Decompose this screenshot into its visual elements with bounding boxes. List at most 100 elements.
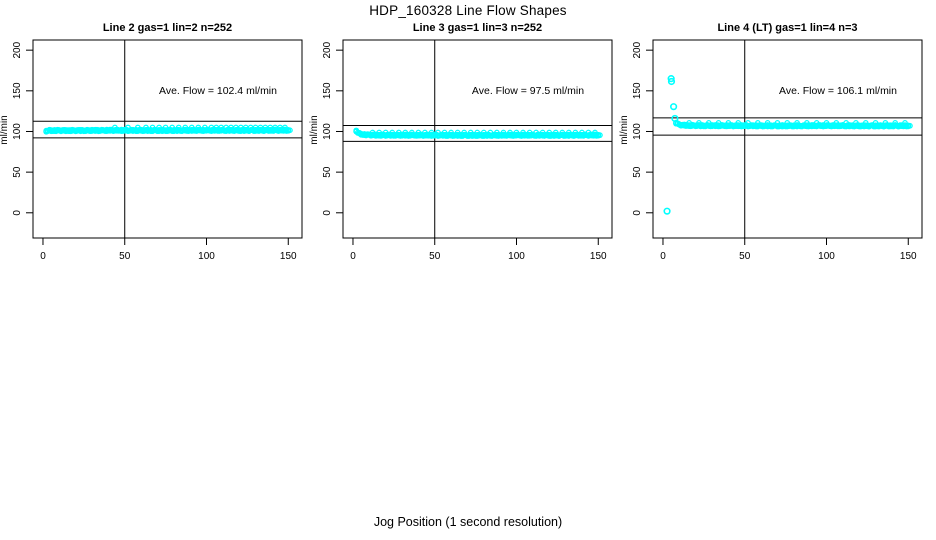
average-flow-annotation: Ave. Flow = 97.5 ml/min — [472, 85, 584, 97]
y-axis-label: ml/min — [619, 115, 630, 144]
data-point — [143, 124, 149, 131]
data-point — [135, 124, 141, 131]
y-tick-label: 0 — [322, 210, 333, 216]
x-tick-label: 100 — [818, 251, 835, 262]
panel-title: Line 4 (LT) gas=1 lin=4 n=3 — [717, 22, 857, 34]
data-point — [813, 120, 820, 126]
data-point — [755, 120, 761, 126]
data-point — [833, 120, 840, 126]
y-tick-label: 100 — [12, 123, 23, 140]
outlier-point — [670, 103, 678, 111]
y-tick-label: 0 — [632, 210, 643, 216]
y-tick-label: 200 — [632, 41, 643, 58]
average-flow-annotation: Ave. Flow = 106.1 ml/min — [779, 85, 897, 97]
data-point — [804, 120, 810, 126]
data-point — [902, 120, 908, 126]
x-tick-label: 100 — [198, 251, 215, 262]
panel-title: Line 2 gas=1 lin=2 n=252 — [103, 22, 232, 34]
data-point — [454, 129, 461, 136]
data-point — [546, 129, 553, 136]
data-point — [585, 129, 592, 136]
data-point — [507, 129, 513, 136]
data-point — [735, 120, 741, 126]
y-tick-label: 100 — [322, 123, 333, 140]
data-point — [480, 129, 487, 136]
x-tick-label: 50 — [119, 251, 131, 262]
y-tick-label: 150 — [12, 82, 23, 99]
data-point — [686, 120, 692, 126]
data-point — [559, 129, 566, 136]
x-tick-label: 0 — [40, 251, 46, 262]
y-tick-label: 150 — [322, 82, 333, 99]
data-point — [441, 129, 448, 136]
data-point — [892, 120, 898, 126]
data-point — [435, 129, 441, 136]
y-axis-label: ml/min — [0, 115, 10, 144]
y-tick-label: 0 — [12, 210, 23, 216]
y-tick-label: 50 — [12, 166, 23, 178]
data-point — [175, 124, 182, 131]
data-point — [725, 120, 732, 126]
data-point — [552, 129, 559, 136]
data-point — [149, 124, 156, 131]
x-tick-label: 150 — [900, 251, 917, 262]
data-point — [572, 129, 579, 136]
shared-x-axis-label: Jog Position (1 second resolution) — [373, 515, 563, 529]
data-point — [428, 129, 435, 136]
data-point — [526, 129, 533, 136]
data-point — [395, 129, 402, 136]
data-point — [156, 124, 162, 131]
data-point — [596, 132, 603, 139]
outlier-point — [663, 207, 671, 215]
data-point — [125, 124, 131, 131]
data-point — [169, 124, 175, 131]
data-point — [415, 129, 422, 136]
data-point — [715, 120, 722, 126]
data-point — [513, 129, 520, 136]
data-point — [382, 129, 389, 136]
data-point — [784, 120, 791, 126]
data-point — [862, 120, 869, 126]
data-point — [906, 122, 913, 129]
data-point — [369, 129, 376, 136]
outlier-point — [667, 77, 676, 86]
x-tick-label: 50 — [429, 251, 441, 262]
data-point — [764, 120, 771, 126]
data-point — [195, 124, 202, 131]
line-flow-plots-canvas: Line 2 gas=1 lin=2 n=252 0 50 100 150 0 50 100 1… — [0, 22, 923, 262]
data-point — [409, 129, 415, 136]
data-point — [422, 129, 428, 136]
data-point — [592, 129, 598, 136]
data-point — [882, 120, 889, 126]
data-point — [474, 129, 481, 136]
y-axis-label: ml/min — [309, 115, 320, 144]
data-point — [539, 129, 546, 136]
data-point — [188, 124, 195, 131]
data-point — [696, 120, 702, 126]
data-point — [162, 124, 169, 131]
y-tick-label: 200 — [322, 41, 333, 58]
y-tick-label: 200 — [12, 41, 23, 58]
y-tick-label: 50 — [632, 166, 643, 178]
data-point — [520, 129, 526, 136]
data-point — [853, 120, 859, 126]
data-point — [402, 129, 409, 136]
plot-box — [652, 39, 923, 239]
panel-title: Line 3 gas=1 lin=3 n=252 — [413, 22, 542, 34]
data-point — [774, 120, 781, 126]
figure-title: HDP_160328 Line Flow Shapes — [369, 3, 567, 18]
x-tick-label: 100 — [508, 251, 525, 262]
plot-box — [32, 39, 303, 239]
data-point — [182, 124, 189, 131]
data-point — [745, 120, 751, 126]
data-point — [467, 129, 474, 136]
outlier-point — [671, 114, 679, 123]
data-point — [533, 129, 539, 136]
x-tick-label: 50 — [739, 251, 751, 262]
y-tick-label: 100 — [632, 123, 643, 140]
data-point — [282, 124, 288, 131]
outlier-point — [667, 75, 675, 83]
data-point — [705, 120, 712, 126]
x-tick-label: 0 — [660, 251, 666, 262]
